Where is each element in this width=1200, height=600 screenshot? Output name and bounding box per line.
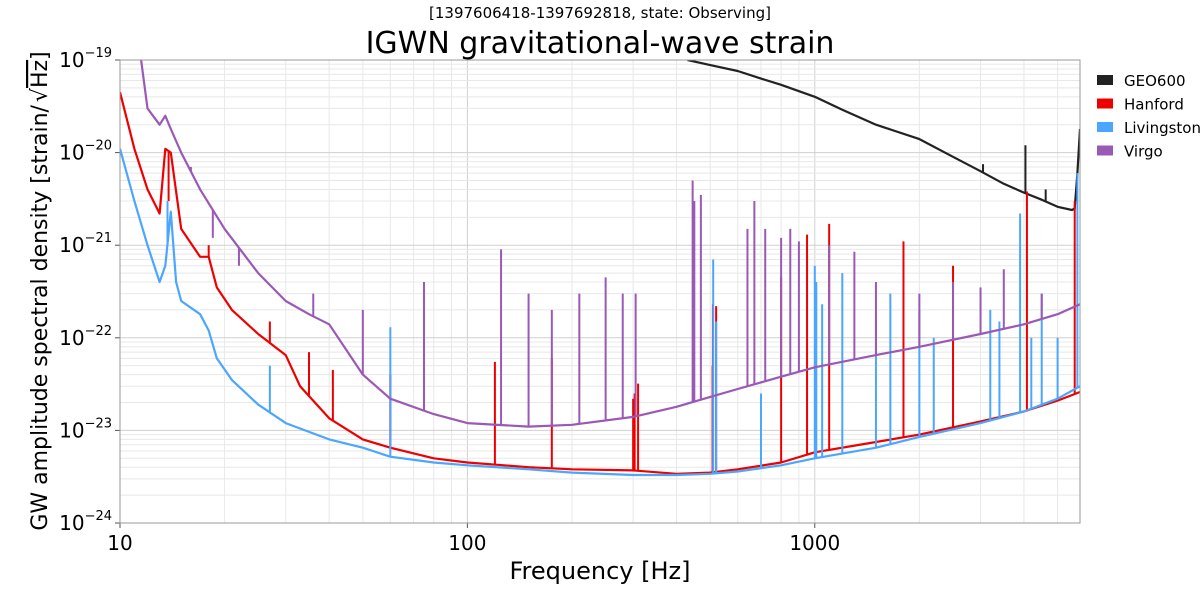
hanford-curve: [120, 91, 1080, 475]
legend-label-virgo: Virgo: [1124, 143, 1163, 161]
x-axis-ticks: 10 100 1000: [107, 523, 840, 555]
chart-title: IGWN gravitational-wave strain: [366, 26, 835, 61]
grid: [119, 59, 1080, 524]
y-tick-base: 10: [59, 326, 84, 350]
y-tick-label: 10−21: [59, 231, 112, 257]
y-tick-base: 10: [59, 418, 84, 442]
legend-swatch-hanford: [1097, 98, 1113, 109]
series-geo600: [687, 60, 1080, 212]
x-tick-label: 1000: [789, 531, 840, 555]
y-axis-label: GW amplitude spectral density [strain/ √H…: [28, 51, 53, 530]
y-tick-base: 10: [59, 233, 84, 257]
y-tick-label: 10−20: [59, 139, 112, 165]
series-virgo: [140, 60, 1080, 428]
x-axis-label: Frequency [Hz]: [510, 557, 691, 585]
y-tick-label: 10−22: [59, 324, 112, 350]
y-tick-exponent: −19: [85, 46, 112, 61]
virgo-curve: [140, 60, 1080, 428]
x-tick-label: 100: [448, 531, 486, 555]
series-hanford: [120, 91, 1080, 475]
y-tick-exponent: −21: [85, 231, 112, 246]
legend-swatch-livingston: [1097, 122, 1113, 132]
geo600-curve: [687, 60, 1080, 212]
y-axis-label-prefix: GW amplitude spectral density [strain/: [28, 104, 53, 530]
y-tick-exponent: −23: [85, 416, 112, 431]
series-livingston: [120, 148, 1080, 477]
legend-swatch-virgo: [1097, 145, 1113, 156]
plot-area: [120, 60, 1080, 477]
y-tick-label: 10−24: [59, 509, 112, 535]
y-tick-base: 10: [59, 141, 84, 165]
chart-subtitle: [1397606418-1397692818, state: Observing…: [429, 4, 771, 22]
y-tick-label: 10−23: [59, 416, 112, 442]
legend-label-livingston: Livingston: [1124, 119, 1200, 137]
y-tick-exponent: −22: [85, 324, 112, 339]
y-axis-label-sqrt-arg: Hz: [28, 60, 53, 88]
x-tick-label: 10: [107, 531, 132, 555]
legend-label-hanford: Hanford: [1124, 96, 1184, 114]
legend-swatch-geo600: [1097, 75, 1113, 85]
legend-label-geo600: GEO600: [1124, 72, 1186, 90]
y-tick-base: 10: [59, 48, 84, 72]
livingston-curve: [120, 148, 1080, 477]
y-tick-label: 10−19: [59, 46, 112, 72]
plot-frame: [119, 59, 1081, 524]
y-tick-base: 10: [59, 511, 84, 535]
svg-text:GW amplitude spectral density: GW amplitude spectral density [strain/ √H…: [28, 51, 53, 530]
sqrt-symbol: √: [28, 87, 53, 102]
y-axis-label-suffix: ]: [28, 51, 53, 60]
legend: GEO600 Hanford Livingston Virgo: [1097, 72, 1200, 161]
y-tick-exponent: −20: [85, 139, 112, 154]
y-tick-exponent: −24: [85, 509, 112, 524]
